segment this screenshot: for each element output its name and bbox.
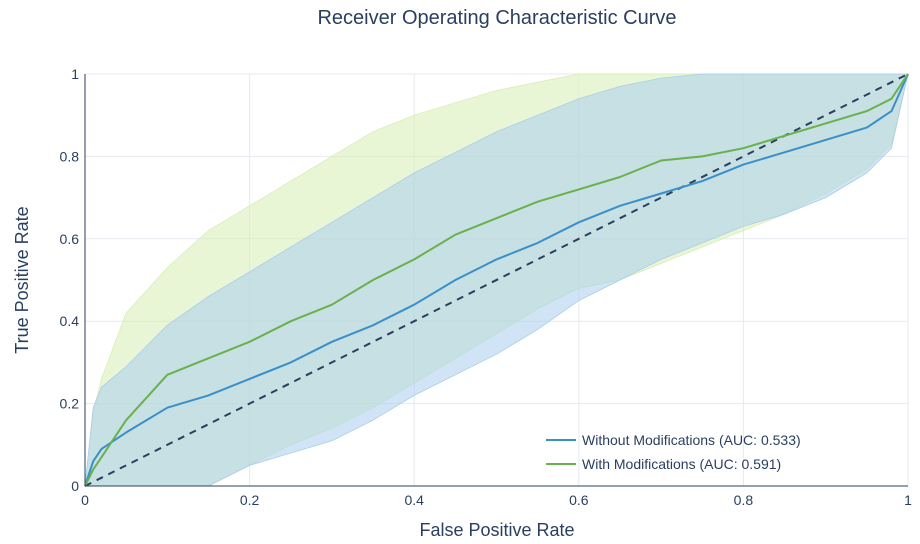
y-tick-label: 0	[71, 478, 79, 494]
legend-label: With Modifications (AUC: 0.591)	[582, 456, 781, 472]
x-tick-label: 0.6	[569, 492, 589, 508]
reference-line-layer	[84, 73, 909, 487]
chart-title: Receiver Operating Characteristic Curve	[317, 7, 676, 29]
tick-labels: 0 0.2 0.4 0.6 0.8 1 0 0.2 0.4 0.6 0.8 1	[60, 66, 913, 508]
legend-label: Without Modifications (AUC: 0.533)	[582, 432, 801, 448]
x-tick-label: 0.8	[734, 492, 754, 508]
y-tick-label: 0.2	[60, 396, 80, 412]
y-tick-label: 0.6	[60, 231, 80, 247]
x-axis-title: False Positive Rate	[419, 520, 574, 540]
roc-series-line	[84, 73, 909, 487]
roc-series-line	[84, 73, 909, 487]
series-lines	[84, 73, 909, 487]
x-tick-label: 1	[904, 492, 912, 508]
y-tick-label: 1	[71, 66, 79, 82]
reference-diagonal-line	[84, 73, 909, 487]
x-tick-label: 0.2	[240, 492, 260, 508]
x-tick-label: 0.4	[404, 492, 424, 508]
x-tick-label: 0	[81, 492, 89, 508]
legend: Without Modifications (AUC: 0.533) With M…	[546, 432, 801, 472]
y-axis-title: True Positive Rate	[12, 206, 32, 353]
y-tick-label: 0.8	[60, 148, 80, 164]
y-tick-label: 0.4	[60, 313, 80, 329]
axes	[84, 74, 908, 487]
